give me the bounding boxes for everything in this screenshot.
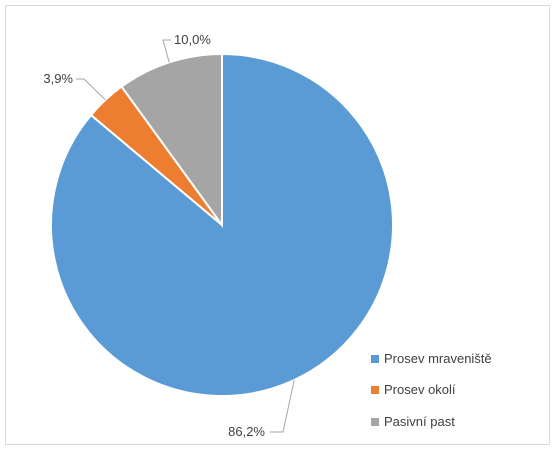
legend-swatch-prosev-okoli (371, 386, 379, 394)
legend-swatch-prosev-mraveniste (371, 355, 379, 363)
leader-line-prosev-mraveniste (270, 379, 295, 433)
data-labels: 86,2% 3,9% 10,0% (43, 32, 265, 439)
data-label-prosev-mraveniste: 86,2% (228, 424, 265, 439)
legend-label-prosev-okoli: Prosev okolí (384, 382, 456, 397)
legend: Prosev mraveniště Prosev okolí Pasivní p… (371, 351, 492, 429)
legend-label-pasivni-past: Pasivní past (384, 414, 455, 429)
pie-slice-pasivni-past (120, 52, 223, 229)
leader-lines (76, 39, 295, 433)
data-label-pasivni-past: 10,0% (174, 32, 211, 47)
leader-line-prosev-okoli (76, 78, 106, 101)
data-label-prosev-okoli: 3,9% (43, 71, 73, 86)
leader-line-pasivni-past (162, 39, 171, 63)
legend-swatch-pasivni-past (371, 418, 379, 426)
pie-slice-prosev-mraveniste (50, 52, 394, 397)
legend-label-prosev-mraveniste: Prosev mraveniště (384, 351, 492, 366)
pie-slices (50, 52, 394, 397)
